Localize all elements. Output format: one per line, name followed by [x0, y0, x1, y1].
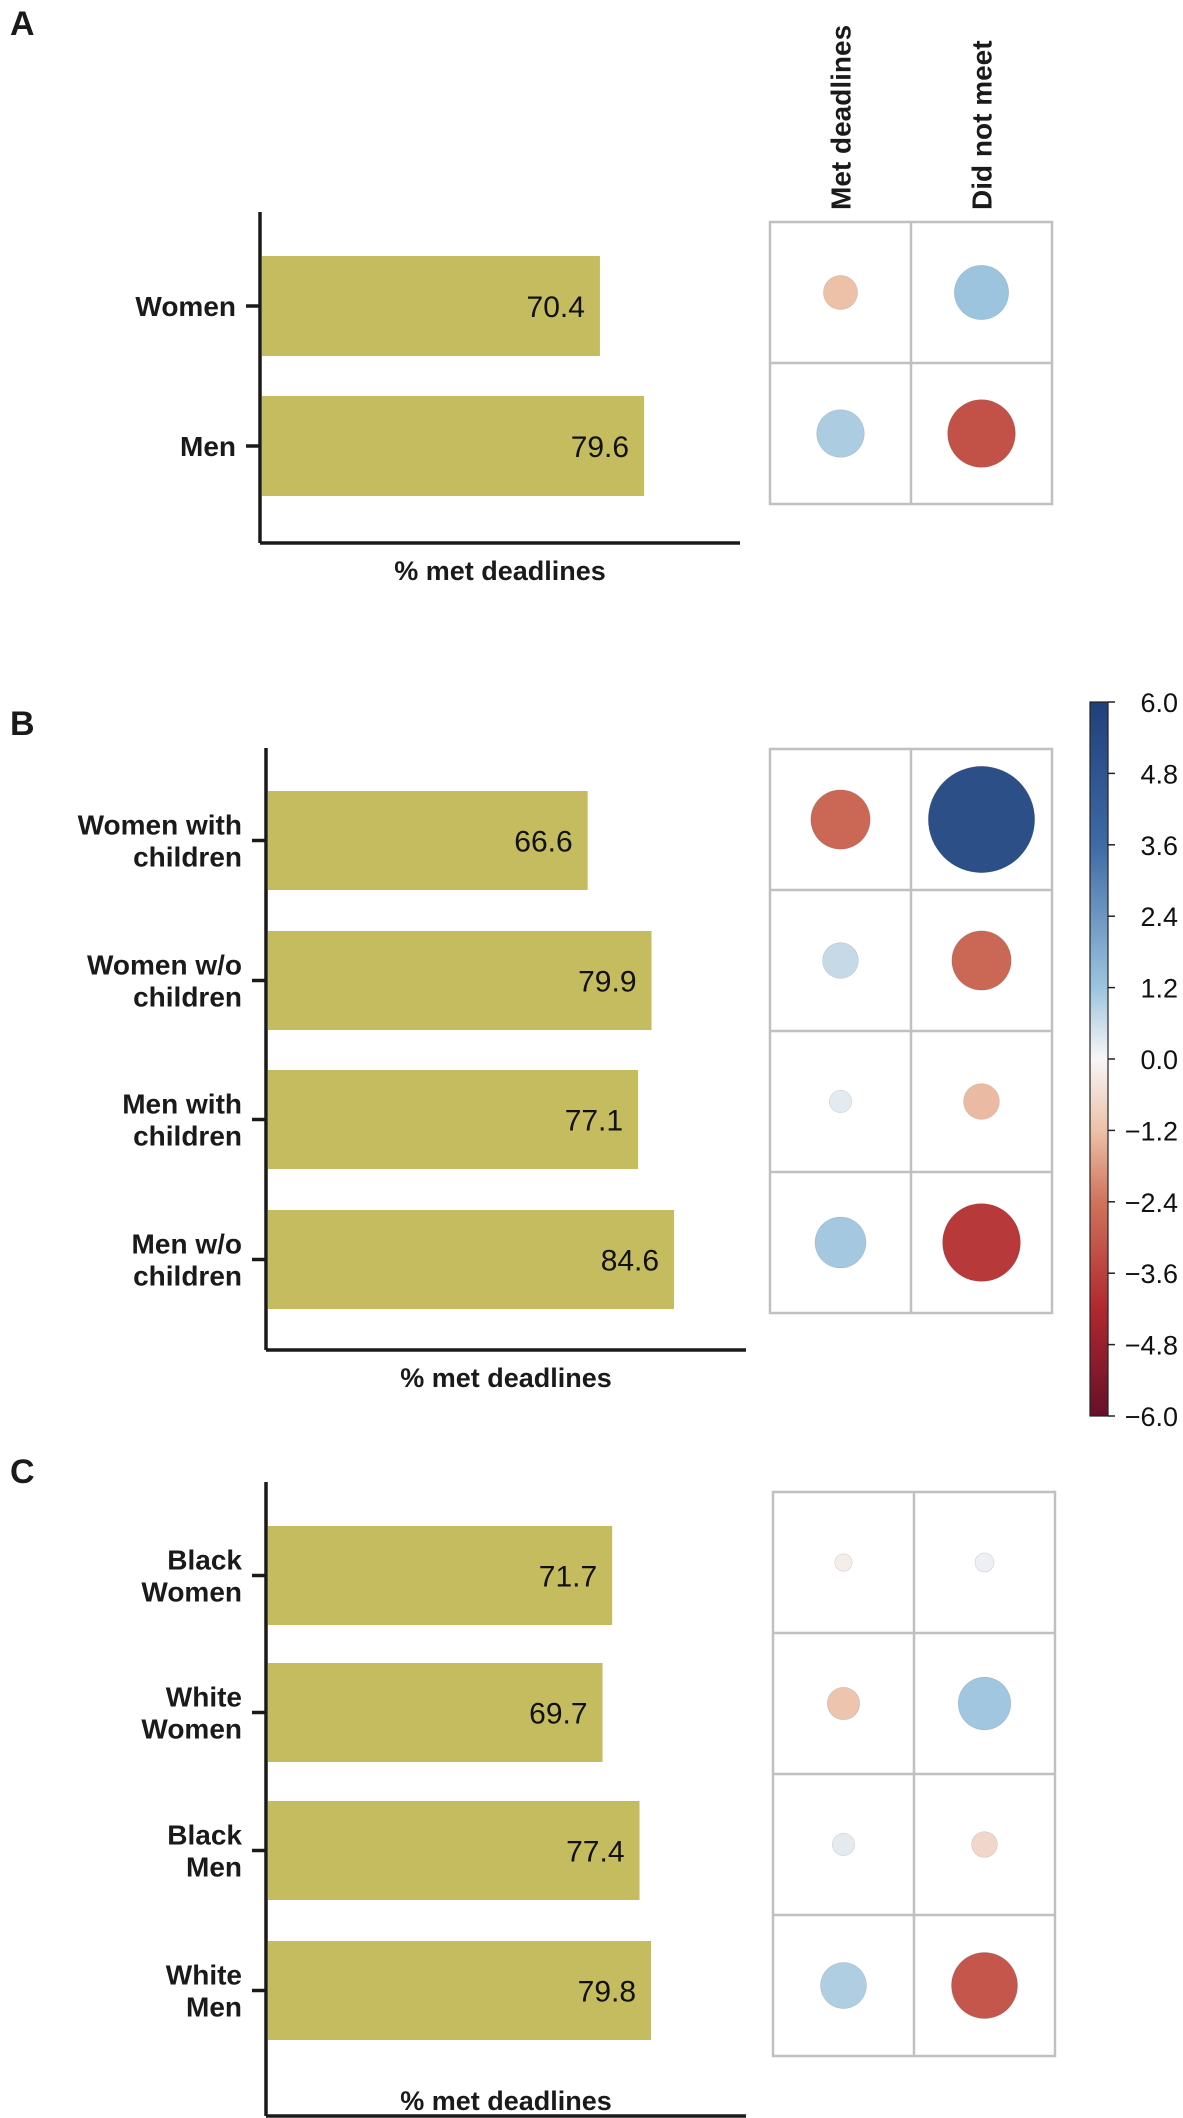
category-label: White Women — [141, 1682, 242, 1745]
residual-circle — [816, 409, 865, 458]
category-label-line: children — [133, 842, 242, 873]
residual-grid — [768, 747, 1054, 1315]
colorbar-gradient — [1089, 701, 1109, 1417]
colorbar: 6.0 4.8 3.6 2.4 1.2 0.0 −1.2 −2.4 −3.6 −4.8 −6.0 — [1089, 688, 1178, 1432]
category-label-line: Men — [186, 1852, 242, 1883]
category-label-line: children — [133, 1121, 242, 1152]
bar — [268, 1941, 652, 2040]
bar — [262, 396, 645, 496]
residual-circle — [974, 1552, 995, 1573]
residual-circle — [828, 1090, 852, 1114]
panels: A % met deadlines 70.4 Women 79.6 Men Met dead… — [10, 5, 1057, 2118]
colorbar-tick-label: −6.0 — [1125, 1402, 1178, 1432]
residual-circle — [814, 1216, 867, 1269]
bar-value-label: 71.7 — [539, 1561, 597, 1594]
bar-value-label: 79.6 — [571, 431, 629, 464]
category-label-line: Men w/o — [132, 1229, 242, 1260]
colorbar-tick-label: 4.8 — [1140, 759, 1178, 789]
bar — [268, 1210, 675, 1309]
x-axis-label: % met deadlines — [400, 2086, 612, 2116]
residual-circle — [971, 1831, 998, 1858]
residual-grid — [768, 220, 1054, 506]
category-label-line: White — [166, 1960, 242, 1991]
bar-value-label: 77.1 — [565, 1105, 623, 1138]
category-label-line: Men — [186, 1992, 242, 2023]
category-label-line: Black — [167, 1820, 242, 1851]
residual-circle — [822, 942, 859, 979]
residual-circle — [963, 1083, 1000, 1120]
category-label-line: children — [133, 982, 242, 1013]
residual-circle — [942, 1203, 1021, 1282]
bar — [268, 931, 652, 1030]
category-label: Black Men — [167, 1820, 242, 1883]
panel-a: A % met deadlines 70.4 Women 79.6 Men Met dead… — [10, 5, 1054, 586]
column-header: Did not meet — [967, 40, 998, 210]
panel-letter: C — [10, 1453, 35, 1491]
residual-circle — [954, 265, 1009, 320]
colorbar-tick-label: 3.6 — [1140, 831, 1178, 861]
category-label-line: children — [133, 1261, 242, 1292]
category-label-line: Black — [167, 1545, 242, 1576]
residual-circle — [831, 1833, 855, 1857]
residual-circle — [947, 399, 1016, 468]
colorbar-tick-label: 6.0 — [1140, 688, 1178, 718]
bar-value-label: 77.4 — [566, 1836, 624, 1869]
category-label-line: Women with — [78, 810, 242, 841]
category-label: Women — [135, 291, 236, 322]
panel-letter: A — [10, 5, 35, 43]
category-label-line: Women — [141, 1577, 242, 1608]
x-axis-label: % met deadlines — [394, 556, 606, 586]
residual-circle — [927, 765, 1035, 873]
colorbar-tick-label: −2.4 — [1125, 1188, 1178, 1218]
bar — [262, 256, 600, 356]
category-label-line: Men — [180, 431, 236, 462]
bar-value-label: 79.8 — [578, 1976, 636, 2009]
panel-letter: B — [10, 705, 35, 743]
category-label-line: Women — [135, 291, 236, 322]
category-label: Men w/o children — [132, 1229, 242, 1292]
bar-value-label: 70.4 — [527, 291, 585, 324]
colorbar-tick-label: −3.6 — [1125, 1259, 1178, 1289]
bar-value-label: 69.7 — [529, 1698, 587, 1731]
bar — [268, 1070, 639, 1169]
bar-value-label: 84.6 — [601, 1245, 659, 1278]
category-label: Men with children — [122, 1089, 242, 1152]
residual-circle — [820, 1962, 867, 2009]
bar-value-label: 66.6 — [514, 826, 572, 859]
residual-circle — [826, 1686, 861, 1721]
x-axis-label: % met deadlines — [400, 1363, 612, 1393]
category-label-line: Men with — [122, 1089, 242, 1120]
residual-circle — [834, 1553, 853, 1572]
category-label: Women w/o children — [87, 950, 242, 1013]
residual-circle — [951, 930, 1012, 991]
bar — [268, 1663, 603, 1762]
category-label: Men — [180, 431, 236, 462]
category-label-line: Women — [141, 1714, 242, 1745]
residual-grid — [771, 1490, 1057, 2058]
colorbar-tick-label: −1.2 — [1125, 1116, 1178, 1146]
residual-circle — [957, 1676, 1012, 1731]
colorbar-tick-label: 1.2 — [1140, 974, 1178, 1004]
residual-circle — [951, 1952, 1018, 2019]
colorbar-tick-label: −4.8 — [1125, 1331, 1178, 1361]
residual-circle — [823, 275, 858, 310]
bar — [268, 1801, 640, 1900]
category-label: Women with children — [78, 810, 242, 873]
category-label-line: White — [166, 1682, 242, 1713]
residual-circle — [810, 789, 871, 850]
category-label: Black Women — [141, 1545, 242, 1608]
bar — [268, 1526, 613, 1625]
column-header: Met deadlines — [826, 25, 857, 210]
bar-value-label: 79.9 — [578, 966, 636, 999]
colorbar-tick-label: 2.4 — [1140, 902, 1178, 932]
category-label-line: Women w/o — [87, 950, 242, 981]
bar — [268, 791, 588, 890]
colorbar-tick-label: 0.0 — [1140, 1045, 1178, 1075]
category-label: White Men — [166, 1960, 242, 2023]
